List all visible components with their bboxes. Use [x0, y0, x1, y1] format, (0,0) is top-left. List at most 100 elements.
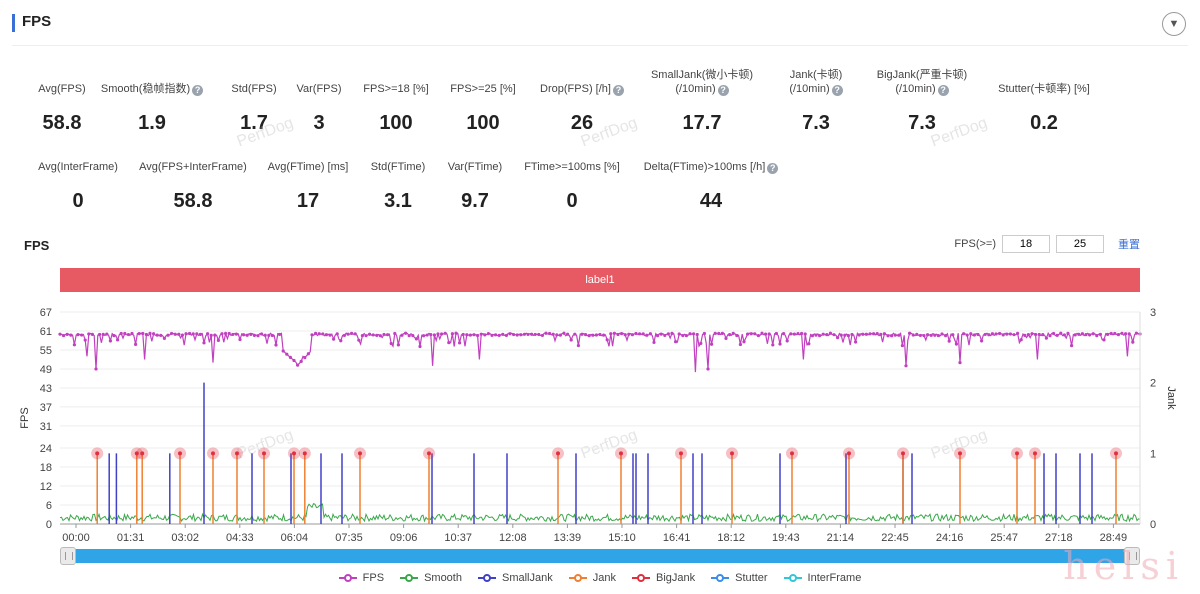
- bigjank-marker: [134, 451, 139, 456]
- fps-point: [234, 332, 238, 336]
- fps-point: [677, 332, 681, 336]
- metric-label: BigJank(严重卡顿): [876, 69, 968, 81]
- legend-label: SmallJank: [501, 572, 553, 584]
- legend-item-smalljank[interactable]: SmallJank: [477, 572, 553, 584]
- y-right-tick-label: 0: [1150, 519, 1156, 531]
- fps-point: [670, 331, 674, 335]
- help-icon[interactable]: ?: [831, 85, 843, 96]
- legend-swatch-icon: [338, 573, 357, 583]
- fps-point: [1073, 333, 1077, 337]
- legend-item-jank[interactable]: Jank: [568, 572, 616, 584]
- fps-point: [1080, 332, 1084, 336]
- chevron-down-icon[interactable]: ▼: [1162, 12, 1186, 36]
- fps-point: [83, 338, 87, 342]
- help-icon[interactable]: ?: [192, 85, 204, 96]
- fps-point: [990, 332, 995, 336]
- metric-r1-6: Drop(FPS) [/h]? 26: [507, 82, 657, 134]
- x-tick-label: 03:02: [171, 532, 199, 544]
- fps-point: [281, 349, 285, 353]
- fps-point: [681, 333, 685, 338]
- fps-point: [818, 334, 822, 338]
- fps-point: [828, 331, 833, 335]
- fps-point: [1001, 333, 1005, 337]
- legend-label: InterFrame: [807, 572, 862, 584]
- metric-label: Drop(FPS) [/h]?: [507, 82, 657, 96]
- threshold-input-2[interactable]: [1056, 235, 1104, 253]
- fps-point: [209, 333, 213, 337]
- legend-item-fps[interactable]: FPS: [338, 572, 384, 584]
- fps-point: [335, 332, 339, 336]
- fps-point: [994, 332, 998, 336]
- fps-point: [1016, 331, 1020, 335]
- fps-point: [602, 333, 606, 337]
- legend-item-interframe[interactable]: InterFrame: [783, 572, 862, 584]
- fps-point: [425, 333, 429, 337]
- fps-point: [245, 333, 249, 337]
- help-icon[interactable]: ?: [767, 163, 779, 174]
- fps-point: [854, 340, 858, 344]
- fps-point: [872, 332, 876, 336]
- threshold-input-1[interactable]: [1002, 235, 1050, 253]
- legend-item-stutter[interactable]: Stutter: [711, 572, 768, 584]
- help-icon[interactable]: ?: [937, 85, 949, 96]
- label-band[interactable]: label1: [60, 268, 1140, 292]
- fps-point: [836, 336, 840, 340]
- fps-point: [508, 332, 512, 336]
- metric-value: 1.7: [240, 112, 268, 134]
- fps-point: [1026, 333, 1030, 337]
- fps-point: [616, 332, 620, 337]
- metric-r2-6: Delta(FTime)>100ms [/h]? 44: [636, 160, 786, 212]
- legend-item-smooth[interactable]: Smooth: [400, 572, 462, 584]
- legend-item-bigjank[interactable]: BigJank: [631, 572, 695, 584]
- fps-point: [1048, 334, 1052, 338]
- fps-point: [263, 333, 267, 337]
- fps-point: [378, 334, 382, 338]
- fps-point: [296, 363, 300, 367]
- metric-r1-9: BigJank(严重卡顿) (/10min)? 7.3: [847, 68, 997, 134]
- fps-point: [144, 332, 148, 337]
- fps-point: [422, 334, 426, 338]
- fps-point: [911, 333, 915, 337]
- fps-point: [411, 333, 415, 338]
- metric-r1-3: Var(FPS) 3: [244, 82, 394, 134]
- fps-point: [630, 333, 635, 337]
- bigjank-marker: [140, 451, 145, 456]
- bigjank-marker: [178, 451, 182, 456]
- reset-button[interactable]: 重置: [1118, 239, 1140, 251]
- fps-point: [915, 332, 919, 336]
- fps-point: [483, 333, 487, 337]
- fps-point: [879, 332, 883, 336]
- fps-point: [576, 343, 581, 348]
- help-icon[interactable]: ?: [717, 85, 729, 96]
- slider-handle-right[interactable]: [1124, 547, 1140, 565]
- fps-point: [692, 332, 696, 336]
- metric-label-unit: (/10min)?: [627, 82, 777, 96]
- help-icon[interactable]: ?: [612, 85, 624, 96]
- fps-point: [940, 332, 944, 336]
- metric-r1-0: Avg(FPS) 58.8: [0, 82, 137, 134]
- slider-handle-left[interactable]: [60, 547, 76, 565]
- metric-r1-8: Jank(卡顿) (/10min)? 7.3: [741, 68, 891, 134]
- filter-label: FPS(>=): [954, 238, 996, 250]
- fps-point: [303, 355, 307, 360]
- fps-point: [591, 333, 595, 337]
- metric-r2-4: Var(FTime) 9.7: [400, 160, 550, 212]
- time-range-slider[interactable]: [60, 547, 1140, 565]
- fps-point: [429, 332, 433, 337]
- fps-point: [1019, 338, 1023, 342]
- y-tick-label: 0: [46, 519, 52, 531]
- fps-point: [440, 332, 444, 336]
- metric-label: Jank(卡顿): [789, 69, 843, 81]
- fps-point: [562, 331, 566, 335]
- fps-point: [810, 334, 815, 338]
- fps-point: [656, 334, 660, 338]
- fps-point: [627, 332, 631, 336]
- metric-label-unit: (/10min)?: [847, 82, 997, 96]
- fps-point: [1098, 332, 1102, 336]
- fps-point: [922, 333, 926, 338]
- metric-label: Delta(FTime)>100ms [/h]?: [636, 160, 786, 174]
- fps-point: [522, 332, 527, 336]
- fps-point: [778, 342, 782, 346]
- metric-label: Stutter(卡顿率) [%]: [998, 83, 1090, 95]
